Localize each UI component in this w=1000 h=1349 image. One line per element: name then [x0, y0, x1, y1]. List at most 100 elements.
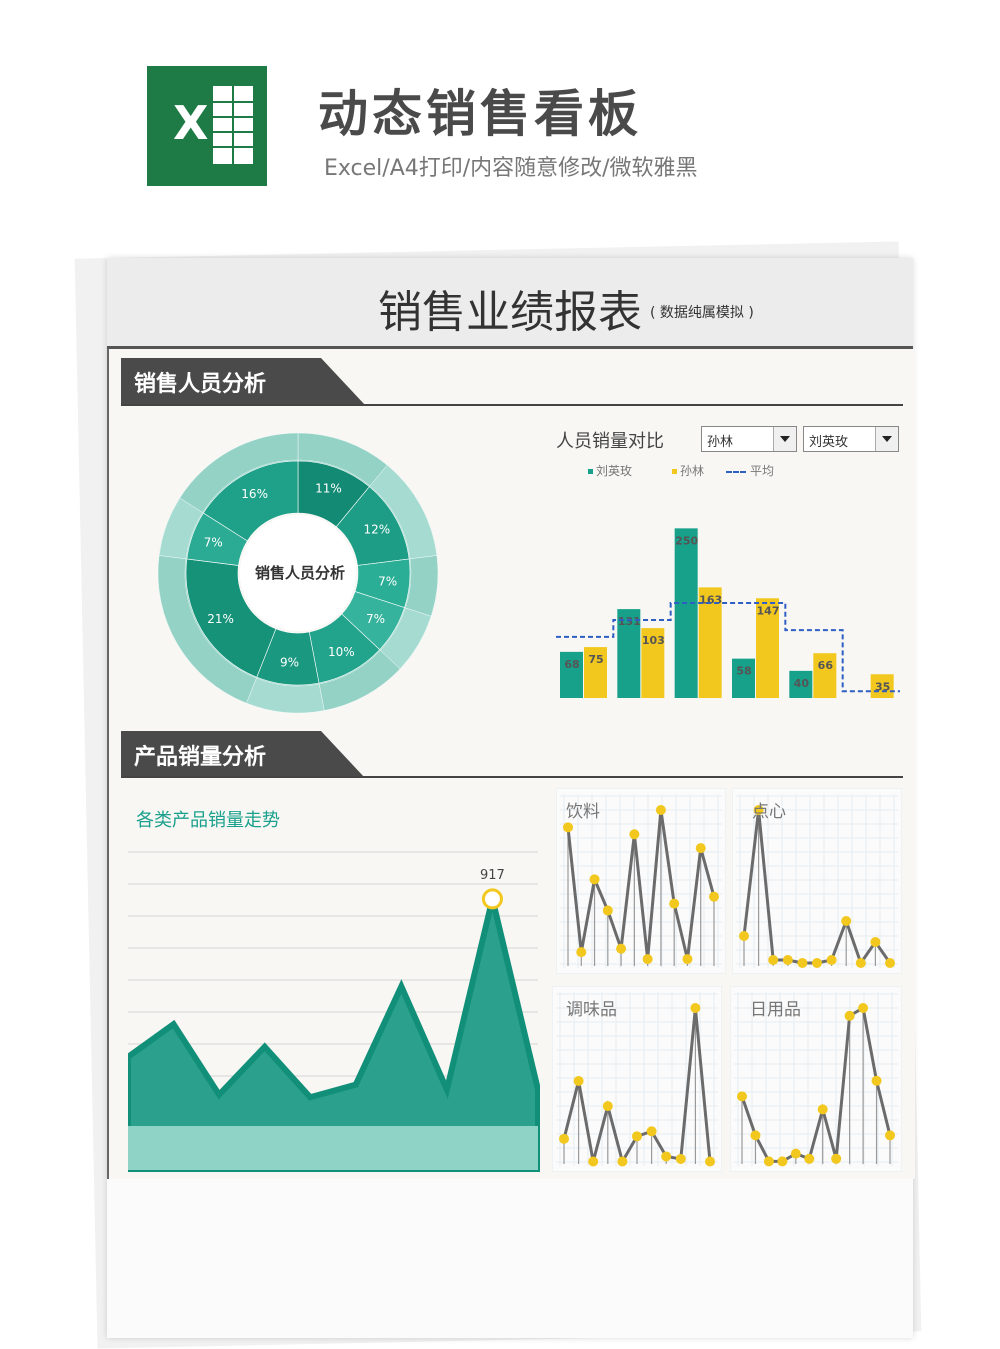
data-point — [632, 1131, 642, 1142]
mini-chart-title: 饮料 — [566, 802, 600, 822]
bar-value-label: 147 — [757, 604, 780, 617]
combo-chart-title: 人员销量对比 — [556, 431, 664, 452]
bar-value-label: 58 — [736, 665, 751, 678]
bar — [641, 628, 665, 698]
data-point — [763, 1156, 774, 1167]
mini-line — [566, 809, 716, 960]
bar — [732, 658, 755, 698]
data-point — [858, 1003, 869, 1013]
legend-label: 刘英玫 — [596, 464, 633, 478]
donut-chart: 11% 12% 7% 7% 10% 9% 21% 7% 16% — [157, 432, 439, 714]
salesperson-select-2[interactable]: 刘英玫 — [803, 426, 899, 452]
data-point — [885, 958, 895, 968]
select-1-value: 孙林 — [707, 435, 734, 450]
donut-slice-label: 16% — [241, 487, 268, 501]
page-title: 动态销售看板 — [318, 85, 642, 143]
mini-chart-snacks — [732, 788, 902, 974]
legend-swatch — [672, 469, 677, 474]
data-point — [768, 955, 779, 965]
data-point — [871, 1075, 882, 1086]
average-line — [556, 602, 900, 693]
bar — [698, 587, 722, 698]
donut-center-label: 销售人员分析 — [254, 564, 345, 582]
bar — [789, 670, 813, 698]
bar-value-label: 68 — [564, 658, 579, 671]
mini-chart-seasoning — [552, 986, 722, 1172]
data-point — [589, 874, 600, 885]
area-chart: 917 — [128, 851, 540, 1172]
section-bar-product — [121, 731, 365, 778]
bar — [584, 647, 607, 698]
legend-dash — [726, 470, 746, 473]
donut-slice-label: 10% — [328, 645, 355, 659]
combo-bar-chart: 68 131 250 58 40 75 103 163 147 66 35 — [556, 528, 900, 698]
area-base-band — [128, 1126, 538, 1170]
bar-value-label: 35 — [875, 680, 890, 693]
data-point — [576, 947, 587, 958]
legend-item-series-1: 刘英玫 — [588, 462, 632, 479]
bar-value-label: 163 — [699, 593, 722, 606]
donut-slice-label: 7% — [204, 536, 223, 550]
report-title: 销售业绩报表 — [378, 287, 642, 338]
donut-slice-label: 12% — [364, 523, 391, 537]
data-point — [682, 954, 693, 965]
mini-chart-title: 点心 — [752, 802, 786, 822]
bar — [560, 651, 583, 698]
data-point — [870, 937, 881, 947]
bar-value-label: 66 — [818, 659, 834, 672]
data-point — [753, 805, 764, 815]
bar — [617, 609, 641, 698]
data-point — [690, 1003, 701, 1013]
chevron-down-icon[interactable] — [773, 427, 796, 451]
chevron-down-icon[interactable] — [875, 427, 898, 451]
data-point — [797, 958, 808, 968]
legend-swatch — [588, 469, 593, 474]
select-2-value: 刘英玫 — [809, 435, 849, 450]
data-point — [617, 1156, 628, 1167]
data-point — [739, 931, 749, 941]
bar-value-label: 250 — [675, 534, 698, 547]
data-point — [709, 891, 719, 902]
data-point — [841, 916, 852, 926]
data-point — [855, 958, 866, 968]
data-point — [602, 1101, 613, 1112]
section-title-staff: 销售人员分析 — [134, 372, 267, 397]
bar-value-label: 103 — [642, 634, 665, 647]
bar-value-label: 75 — [588, 653, 603, 666]
data-point — [602, 905, 613, 916]
donut-slice-label: 21% — [207, 612, 234, 626]
data-point — [675, 1153, 686, 1164]
mini-chart-title: 日用品 — [750, 1000, 801, 1020]
data-point — [642, 954, 653, 965]
bar — [756, 598, 779, 698]
legend-item-series-2: 孙林 — [672, 462, 704, 479]
data-point — [817, 1104, 828, 1115]
data-point — [661, 1151, 672, 1162]
area-chart-title: 各类产品销量走势 — [136, 810, 280, 831]
data-point — [831, 1153, 842, 1164]
bar-value-label: 40 — [794, 677, 810, 690]
donut-slice-label: 11% — [315, 481, 342, 495]
donut-slice-label: 7% — [366, 612, 385, 626]
legend-label: 平均 — [750, 464, 775, 478]
data-point — [777, 1156, 788, 1167]
data-point — [646, 1126, 657, 1137]
donut-slice-label: 9% — [280, 656, 299, 670]
donut-slice — [203, 460, 299, 542]
data-point — [629, 829, 640, 840]
sheet-grid-icon — [213, 86, 253, 164]
bar — [674, 528, 698, 698]
data-point — [804, 1153, 815, 1164]
logo-letter: X — [173, 96, 209, 150]
data-point — [705, 1156, 715, 1167]
mini-chart-drinks — [556, 788, 726, 974]
salesperson-select-1[interactable]: 孙林 — [701, 426, 797, 452]
peak-marker — [481, 888, 503, 910]
page-subtitle: Excel/A4打印/内容随意修改/微软雅黑 — [324, 156, 698, 181]
data-point — [737, 1091, 747, 1102]
bar-value-label: 131 — [618, 615, 641, 628]
legend-item-average: 平均 — [726, 462, 774, 479]
data-point — [790, 1148, 801, 1159]
donut-slice-label: 7% — [378, 574, 397, 588]
peak-label: 917 — [480, 868, 505, 883]
